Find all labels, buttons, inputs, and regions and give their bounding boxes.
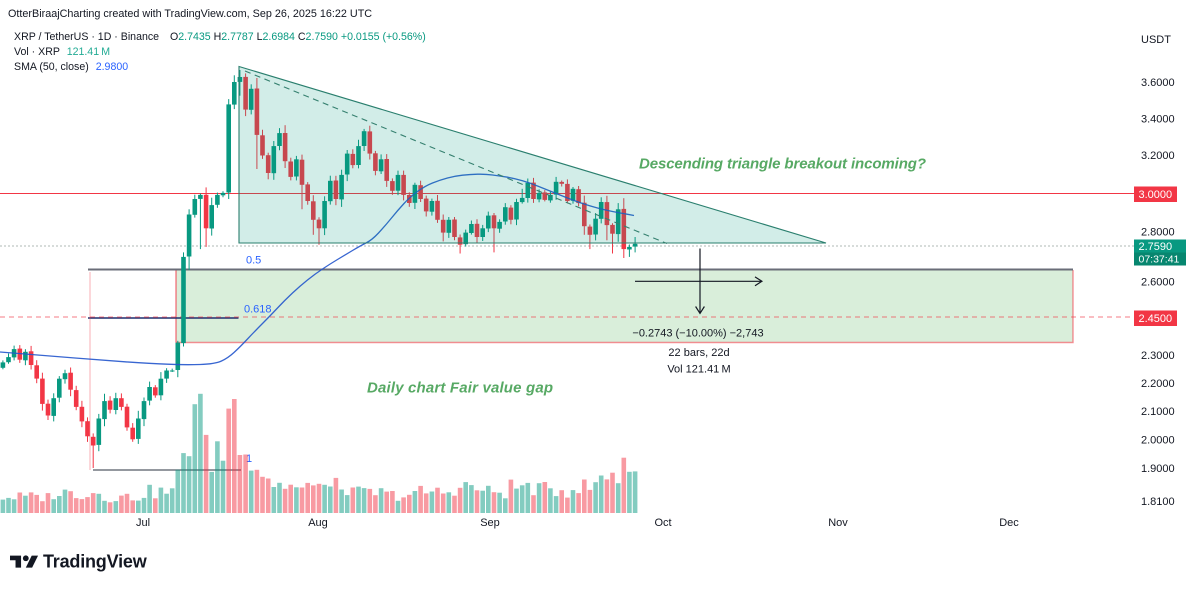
svg-text:−0.2743 (−10.00%) −2,743: −0.2743 (−10.00%) −2,743	[632, 328, 763, 340]
svg-text:Daily chart Fair value gap: Daily chart Fair value gap	[367, 380, 553, 397]
svg-text:22 bars, 22d: 22 bars, 22d	[668, 347, 729, 359]
svg-text:Vol · XRP 121.41 M: Vol · XRP 121.41 M	[14, 46, 110, 58]
svg-text:3.2000: 3.2000	[1141, 150, 1175, 162]
svg-text:1: 1	[246, 453, 252, 465]
svg-text:Dec: Dec	[999, 517, 1019, 529]
svg-text:2.1000: 2.1000	[1141, 406, 1175, 418]
svg-text:XRP / TetherUS · 1D · Binance: XRP / TetherUS · 1D · Binance O2.7435 H2…	[14, 31, 426, 43]
svg-text:SMA (50, close) 2.9800: SMA (50, close) 2.9800	[14, 61, 128, 73]
svg-text:OtterBiraajCharting created wi: OtterBiraajCharting created with Trading…	[8, 8, 372, 20]
svg-text:1.9000: 1.9000	[1141, 463, 1175, 475]
svg-text:07:37:41: 07:37:41	[1139, 254, 1180, 266]
svg-text:USDT: USDT	[1141, 34, 1171, 46]
svg-text:2.8000: 2.8000	[1141, 227, 1175, 239]
svg-text:2.2000: 2.2000	[1141, 378, 1175, 390]
svg-text:3.4000: 3.4000	[1141, 114, 1175, 126]
svg-text:3.0000: 3.0000	[1139, 189, 1173, 201]
svg-text:3.6000: 3.6000	[1141, 77, 1175, 89]
svg-text:Oct: Oct	[654, 517, 671, 529]
svg-text:0.5: 0.5	[246, 255, 261, 267]
svg-text:Vol 121.41 M: Vol 121.41 M	[667, 364, 730, 376]
svg-text:2.7590: 2.7590	[1139, 241, 1173, 253]
svg-text:2.4500: 2.4500	[1139, 313, 1173, 325]
svg-text:2.3000: 2.3000	[1141, 350, 1175, 362]
svg-text:1.8100: 1.8100	[1141, 496, 1175, 508]
svg-text:2.6000: 2.6000	[1141, 277, 1175, 289]
svg-text:0.618: 0.618	[244, 304, 272, 316]
svg-text:Sep: Sep	[480, 517, 500, 529]
svg-text:TradingView: TradingView	[43, 552, 148, 572]
svg-text:Descending triangle breakout i: Descending triangle breakout incoming?	[639, 156, 926, 173]
svg-text:Jul: Jul	[136, 517, 150, 529]
svg-text:Nov: Nov	[828, 517, 848, 529]
svg-text:Aug: Aug	[308, 517, 328, 529]
svg-text:2.0000: 2.0000	[1141, 435, 1175, 447]
